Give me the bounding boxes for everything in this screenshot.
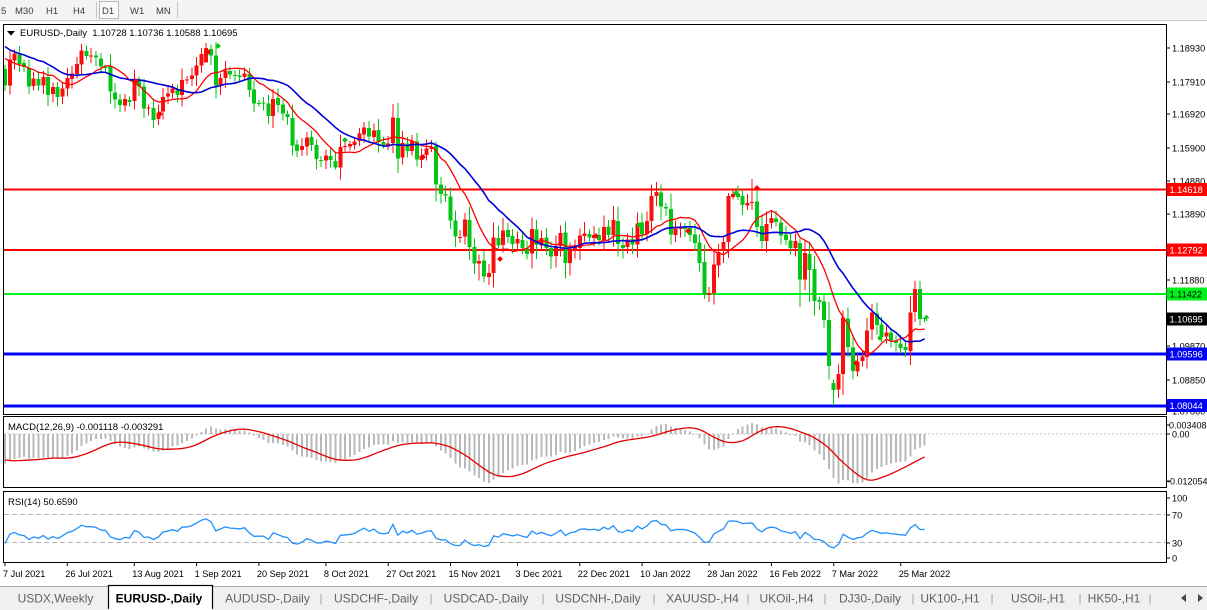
svg-text:1 Sep 2021: 1 Sep 2021 [195,569,242,579]
svg-text:USDCAD-,Daily: USDCAD-,Daily [444,592,529,606]
svg-text:|: | [653,593,656,605]
svg-text:1.14618: 1.14618 [1170,185,1203,195]
svg-text:27 Oct 2021: 27 Oct 2021 [386,569,436,579]
svg-text:16 Feb 2022: 16 Feb 2022 [769,569,821,579]
svg-text:1.10695: 1.10695 [1170,315,1203,325]
svg-text:30: 30 [1172,539,1182,549]
svg-text:1.08044: 1.08044 [1170,401,1203,411]
svg-text:0: 0 [1172,554,1177,564]
svg-text:22 Dec 2021: 22 Dec 2021 [578,569,630,579]
svg-text:AUDUSD-,Daily: AUDUSD-,Daily [225,592,310,606]
svg-text:DJ30-,Daily: DJ30-,Daily [839,592,901,606]
svg-text:XAUUSD-,H4: XAUUSD-,H4 [666,592,739,606]
svg-text:|: | [320,593,323,605]
svg-text:5: 5 [1,6,6,17]
svg-text:1.11880: 1.11880 [1172,276,1205,286]
svg-text:0.00: 0.00 [1172,430,1190,440]
svg-text:100: 100 [1172,494,1187,504]
svg-text:10 Jan 2022: 10 Jan 2022 [640,569,691,579]
svg-text:13 Aug 2021: 13 Aug 2021 [132,569,184,579]
svg-text:RSI(14) 50.6590: RSI(14) 50.6590 [8,497,78,508]
svg-text:1.15900: 1.15900 [1172,144,1205,154]
svg-text:UKOil-,H4: UKOil-,H4 [759,592,813,606]
svg-text:|: | [1149,593,1152,605]
svg-text:|: | [1079,593,1082,605]
svg-text:W1: W1 [130,6,144,17]
svg-text:70: 70 [1172,511,1182,521]
svg-text:1.13890: 1.13890 [1172,210,1205,220]
svg-text:1.14880: 1.14880 [1172,177,1205,187]
svg-text:EURUSD-,Daily: EURUSD-,Daily [116,592,203,606]
svg-text:8 Oct 2021: 8 Oct 2021 [324,569,369,579]
svg-text:EURUSD-,Daily 1.10728 1.10736: EURUSD-,Daily 1.10728 1.10736 1.10588 1.… [20,28,238,39]
svg-text:|: | [991,593,994,605]
svg-text:USDCHF-,Daily: USDCHF-,Daily [334,592,418,606]
svg-text:3 Dec 2021: 3 Dec 2021 [516,569,563,579]
svg-text:USDCNH-,Daily: USDCNH-,Daily [555,592,640,606]
svg-text:|: | [747,593,750,605]
svg-text:7 Jul 2021: 7 Jul 2021 [3,569,45,579]
svg-text:M30: M30 [15,6,33,17]
svg-text:7 Mar 2022: 7 Mar 2022 [832,569,878,579]
svg-text:HK50-,H1: HK50-,H1 [1088,592,1141,606]
svg-text:1.16920: 1.16920 [1172,110,1205,120]
svg-text:MN: MN [156,6,171,17]
svg-text:H1: H1 [46,6,58,17]
svg-text:1.09596: 1.09596 [1170,350,1203,360]
svg-text:28 Jan 2022: 28 Jan 2022 [707,569,758,579]
svg-text:1.12792: 1.12792 [1170,246,1203,256]
svg-text:20 Sep 2021: 20 Sep 2021 [257,569,309,579]
svg-text:USDX,Weekly: USDX,Weekly [18,592,94,606]
svg-text:USOil-,H1: USOil-,H1 [1011,592,1065,606]
svg-text:MACD(12,26,9) -0.001118 -0.003: MACD(12,26,9) -0.001118 -0.003291 [8,422,163,433]
svg-text:D1: D1 [102,6,114,17]
svg-text:|: | [542,593,545,605]
svg-text:1.09870: 1.09870 [1172,342,1205,352]
svg-text:1.17910: 1.17910 [1172,78,1205,88]
svg-text:|: | [912,593,915,605]
svg-text:UK100-,H1: UK100-,H1 [920,592,980,606]
svg-text:0.003408: 0.003408 [1169,421,1207,431]
svg-text:26 Jul 2021: 26 Jul 2021 [65,569,113,579]
svg-text:1.08850: 1.08850 [1172,376,1205,386]
svg-text:-0.012054: -0.012054 [1167,477,1207,487]
svg-text:15 Nov 2021: 15 Nov 2021 [449,569,501,579]
svg-text:25 Mar 2022: 25 Mar 2022 [899,569,951,579]
svg-text:H4: H4 [73,6,85,17]
svg-text:|: | [824,593,827,605]
svg-text:|: | [430,593,433,605]
svg-text:1.18930: 1.18930 [1172,44,1205,54]
svg-text:1.11422: 1.11422 [1170,290,1203,300]
